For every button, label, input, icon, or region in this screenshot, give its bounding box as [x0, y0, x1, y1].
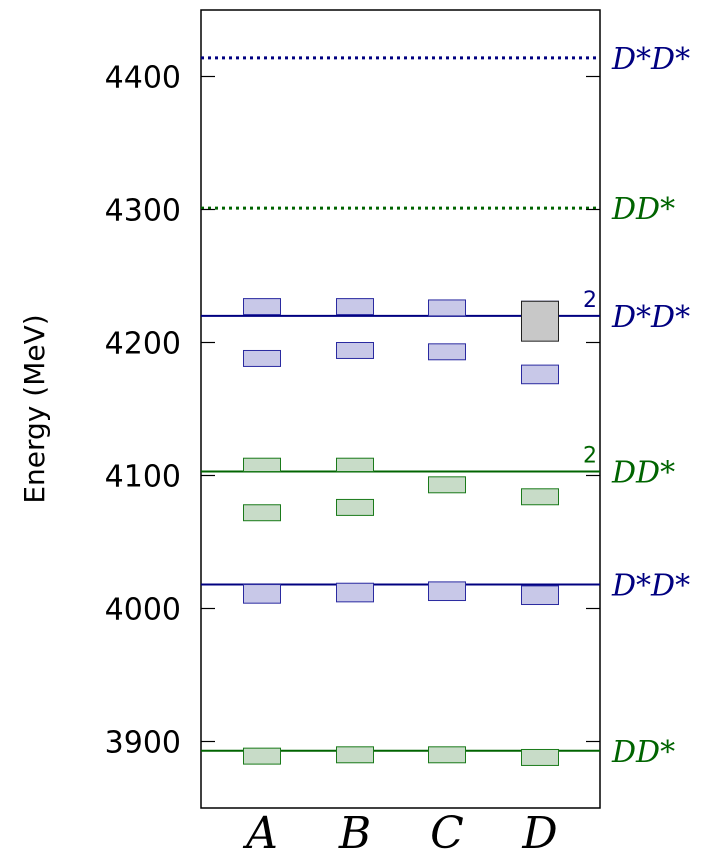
energy-level-box: [428, 746, 466, 764]
threshold-label: D*D*: [611, 42, 690, 77]
energy-level-box: [336, 457, 374, 473]
threshold-label: D*D*: [611, 569, 690, 604]
y-axis-label: Energy (MeV): [18, 314, 51, 503]
y-tick-label: 4100: [105, 460, 181, 495]
energy-level-box: [521, 488, 559, 506]
energy-level-box: [243, 504, 281, 522]
energy-level-box: [336, 298, 374, 316]
energy-level-box: [521, 585, 559, 606]
threshold-lines: [201, 56, 600, 752]
energy-level-box: [336, 342, 374, 359]
energy-level-box: [428, 581, 466, 602]
x-axis: A B C D: [242, 808, 558, 859]
threshold-labels: D*D* DD* D*D* 2 DD* 2 D*D* DD*: [583, 42, 690, 770]
energy-level-box: [243, 584, 281, 604]
energy-level-box: [336, 746, 374, 764]
y-tick-label: 4000: [105, 593, 181, 628]
y-axis: 3900 4000 4100 4200 4300 4400: [105, 61, 600, 761]
energy-level-box: [428, 476, 466, 494]
y-tick-label: 4400: [105, 61, 181, 96]
energy-level-box: [243, 298, 281, 316]
plot-frame: [200, 9, 601, 809]
threshold-label: D*D*: [611, 300, 690, 335]
y-tick-label: 4300: [105, 194, 181, 229]
threshold-multiplicity: 2: [583, 444, 597, 469]
energy-level-box: [243, 349, 281, 367]
threshold-multiplicity: 2: [583, 288, 597, 313]
energy-level-box: [243, 457, 281, 473]
x-tick-label: C: [430, 808, 464, 854]
energy-level-box: [243, 747, 281, 765]
x-tick-label: B: [338, 808, 371, 854]
threshold-label: DD*: [611, 735, 675, 770]
energy-level-box: [521, 300, 559, 342]
y-tick-label: 3900: [105, 726, 181, 761]
energy-level-box: [428, 343, 466, 361]
energy-level-box: [521, 364, 559, 385]
threshold-label: DD*: [611, 456, 675, 491]
y-tick-label: 4200: [105, 327, 181, 362]
energy-levels: [243, 298, 559, 766]
energy-level-box: [428, 299, 466, 317]
x-tick-label: D: [521, 808, 557, 854]
energy-level-box: [336, 498, 374, 516]
threshold-label: DD*: [611, 192, 675, 227]
energy-level-box: [336, 582, 374, 603]
energy-level-box: [521, 748, 559, 766]
x-tick-label: A: [242, 808, 278, 854]
